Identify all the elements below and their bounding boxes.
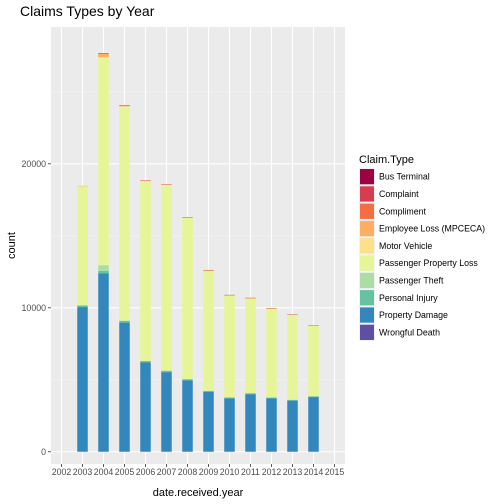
bar-segment-2010-property-damage [224,398,235,452]
bar-segment-2004-passenger-property-loss [98,57,109,266]
bar-segment-2005-passenger-property-loss [119,106,130,321]
bar-segment-2005-property-damage [119,322,130,452]
x-axis: 2002 2003 2004 2005 2006 2007 2008 2009 2010 2011… [52,464,345,477]
bar-segment-2005-personal-injury [119,320,130,323]
legend-swatch [360,255,374,271]
legend-label: Complaint [379,189,419,199]
bar-segment-2005-employee-loss-mpceca- [119,105,130,107]
legend-label: Employee Loss (MPCECA) [379,224,485,234]
bars [77,53,319,452]
y-axis-title: count [6,232,18,259]
legend-swatch [360,220,374,237]
legend-swatch [360,307,374,323]
y-axis: 0 10000 20000 [22,159,51,457]
plot-panel [51,27,345,464]
bar-segment-2012-property-damage [266,398,277,452]
legend-swatch [360,272,374,289]
x-tick-label: 2014 [304,467,324,477]
bar-segment-2009-property-damage [203,392,214,452]
bar-segment-2014-passenger-property-loss [308,325,319,397]
legend-label: Wrongful Death [379,327,440,337]
legend-swatch [360,186,374,202]
legend: Bus Terminal Complaint Compliment Employee … [359,168,485,341]
bar-segment-2003-personal-injury [77,305,88,308]
legend-label: Personal Injury [379,293,438,303]
bar-segment-2013-personal-injury [287,399,298,401]
bar-segment-2007-personal-injury [161,370,172,373]
x-tick-label: 2008 [178,467,198,477]
x-tick-label: 2013 [283,467,303,477]
bar-segment-2012-personal-injury [266,397,277,399]
bar-segment-2013-property-damage [287,400,298,452]
x-tick-label: 2007 [157,467,177,477]
bar-segment-2006-property-damage [140,362,151,452]
legend-swatch [360,290,374,306]
legend-label: Passenger Property Loss [379,258,478,268]
x-tick-label: 2003 [73,467,93,477]
bar-segment-2008-passenger-property-loss [182,217,193,380]
x-tick-label: 2005 [115,467,135,477]
bar-segment-2013-passenger-property-loss [287,314,298,400]
bar-segment-2008-property-damage [182,380,193,452]
x-tick-label: 2004 [94,467,114,477]
y-tick-label: 20000 [22,159,47,169]
bar-segment-2010-passenger-property-loss [224,295,235,398]
x-tick-label: 2011 [241,467,260,477]
legend-swatch [360,169,374,185]
bar-segment-2005-motor-vehicle [119,106,130,107]
bar-segment-2006-personal-injury [140,361,151,363]
x-tick-label: 2010 [220,467,240,477]
x-tick-label: 2015 [325,467,345,477]
bar-segment-2009-passenger-property-loss [203,270,214,391]
bar-segment-2003-passenger-property-loss [77,186,88,306]
x-tick-label: 2006 [136,467,156,477]
y-tick-label: 10000 [22,303,47,313]
legend-label: Passenger Theft [379,275,444,285]
bar-segment-2004-personal-injury [98,270,109,274]
bar-segment-2004-employee-loss-mpceca- [98,53,109,58]
bar-segment-2009-personal-injury [203,390,214,393]
bar-segment-2007-passenger-property-loss [161,184,172,371]
y-tick-label: 0 [41,447,46,457]
legend-swatch [360,238,374,254]
legend-label: Motor Vehicle [379,241,432,251]
legend-swatch [360,324,374,340]
legend-swatch [360,203,374,219]
legend-label: Bus Terminal [379,172,430,182]
legend-label: Property Damage [379,310,448,320]
x-tick-label: 2009 [199,467,219,477]
bar-segment-2011-property-damage [245,394,256,452]
legend-label: Compliment [379,206,426,216]
bar-segment-2011-personal-injury [245,393,256,395]
bar-segment-2004-property-damage [98,273,109,452]
x-tick-label: 2012 [262,467,282,477]
legend-title: Claim.Type [359,154,414,166]
bar-segment-2014-personal-injury [308,396,319,398]
bar-segment-2012-passenger-property-loss [266,308,277,398]
x-axis-title: date.received.year [153,487,244,499]
bar-segment-2006-passenger-property-loss [140,181,151,362]
bar-segment-2011-passenger-property-loss [245,298,256,394]
bar-segment-2004-passenger-theft [98,265,109,271]
bar-segment-2007-property-damage [161,372,172,452]
bar-segment-2010-personal-injury [224,397,235,399]
bar-segment-2008-personal-injury [182,379,193,381]
bar-segment-2014-property-damage [308,397,319,452]
x-tick-label: 2002 [52,467,72,477]
bar-segment-2004-motor-vehicle [98,57,109,58]
chart-title: Claims Types by Year [20,3,155,19]
bar-segment-2003-property-damage [77,307,88,452]
